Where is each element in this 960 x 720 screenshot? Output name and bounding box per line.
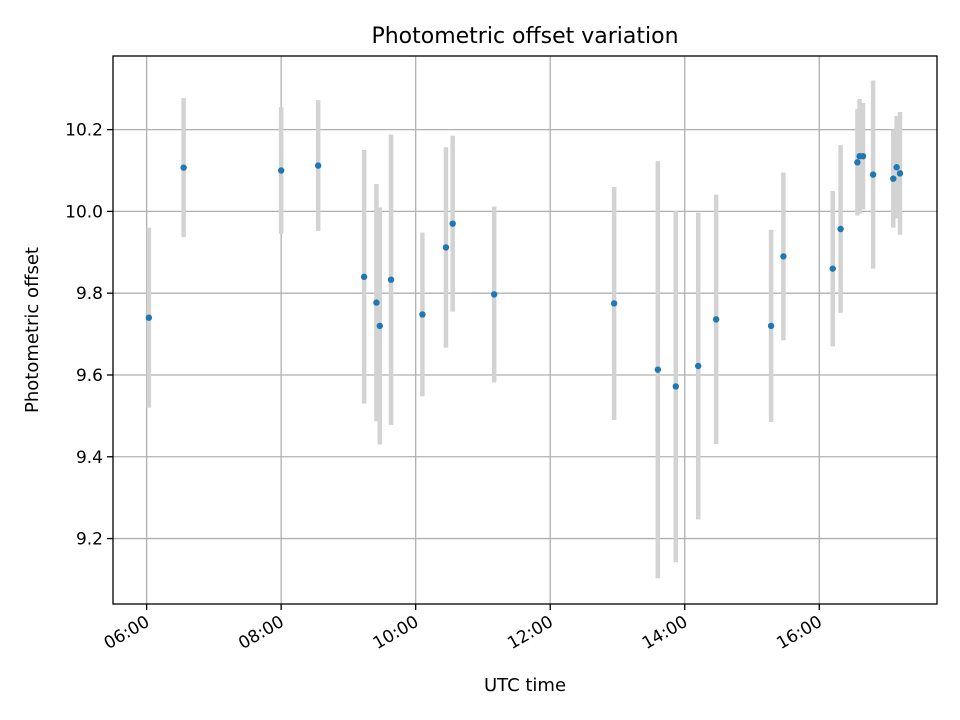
data-point	[854, 159, 861, 166]
data-point	[695, 362, 702, 370]
data-point	[654, 366, 662, 373]
data-point	[712, 316, 720, 323]
data-point	[314, 162, 322, 169]
data-point	[672, 383, 679, 390]
chart-title: Photometric offset variation	[371, 24, 678, 49]
y-tick-label: 10.2	[65, 121, 103, 141]
data-point	[767, 322, 775, 330]
data-point	[859, 152, 867, 160]
data-point	[277, 167, 285, 174]
data-point	[490, 291, 498, 298]
y-tick-label: 9.2	[76, 530, 103, 550]
data-point	[829, 265, 836, 272]
data-point	[180, 164, 187, 171]
data-point	[837, 225, 844, 233]
data-point	[373, 299, 380, 306]
plot-frame	[112, 55, 938, 605]
data-point	[890, 175, 897, 182]
data-point	[360, 273, 368, 281]
data-point	[376, 322, 384, 330]
y-tick-label: 10.0	[65, 202, 103, 222]
data-point	[442, 244, 450, 251]
data-point	[869, 171, 877, 178]
y-tick-label: 9.8	[76, 284, 103, 304]
data-point	[387, 276, 395, 283]
data-point	[893, 164, 900, 171]
data-point	[449, 220, 456, 227]
data-point	[610, 300, 618, 307]
y-tick-label: 9.4	[76, 448, 103, 468]
grid	[113, 56, 937, 604]
y-tick-label: 9.6	[76, 366, 103, 386]
y-axis-title: Photometric offset	[22, 247, 43, 413]
data-point	[145, 314, 153, 321]
x-axis-title: UTC time	[484, 675, 566, 696]
data-point	[896, 170, 904, 177]
data-points	[145, 152, 904, 390]
data-point	[419, 311, 426, 318]
data-point	[780, 253, 787, 260]
